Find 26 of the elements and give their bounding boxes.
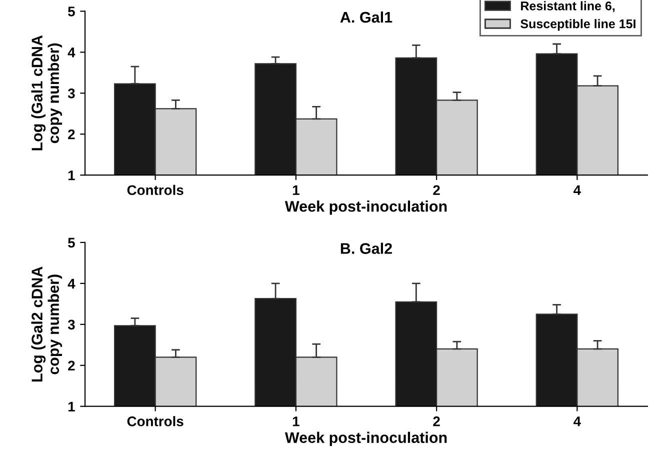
y-tick-label: 4 (68, 278, 76, 288)
x-tick-label: Controls (127, 416, 184, 426)
x-tick-label: 2 (433, 416, 440, 426)
y-tick-label: 5 (68, 238, 75, 248)
y-axis-title: Log (Gal2 cDNA copy number) (31, 266, 62, 382)
y-axis-title: Log (Gal1 cDNA copy number) (31, 35, 62, 150)
y-tick-label: 2 (68, 360, 75, 370)
chart-title: B. Gal2 (340, 242, 392, 254)
y-tick-label: 3 (68, 320, 75, 330)
chart-title: A. Gal1 (340, 11, 392, 23)
y-tick-label: 5 (68, 6, 75, 16)
x-tick-label: Controls (127, 184, 184, 196)
y-tick-label: 2 (68, 129, 75, 140)
y-tick-label: 1 (68, 170, 75, 180)
legend-label: Susceptible line 15I (520, 19, 636, 31)
y-tick-label: 3 (68, 88, 75, 98)
legend-label: Resistant line 6, (521, 1, 615, 12)
y-tick-label: 4 (68, 48, 76, 58)
x-tick-label: 1 (292, 416, 300, 426)
x-tick-label: 2 (433, 185, 440, 195)
x-tick-label: 4 (574, 416, 581, 426)
x-tick-label: 1 (292, 185, 300, 195)
x-axis-title: Week post-inoculation (284, 432, 447, 446)
x-tick-label: 4 (574, 185, 581, 195)
x-axis-title: Week post-inoculation (284, 200, 447, 215)
y-tick-label: 1 (68, 402, 75, 412)
